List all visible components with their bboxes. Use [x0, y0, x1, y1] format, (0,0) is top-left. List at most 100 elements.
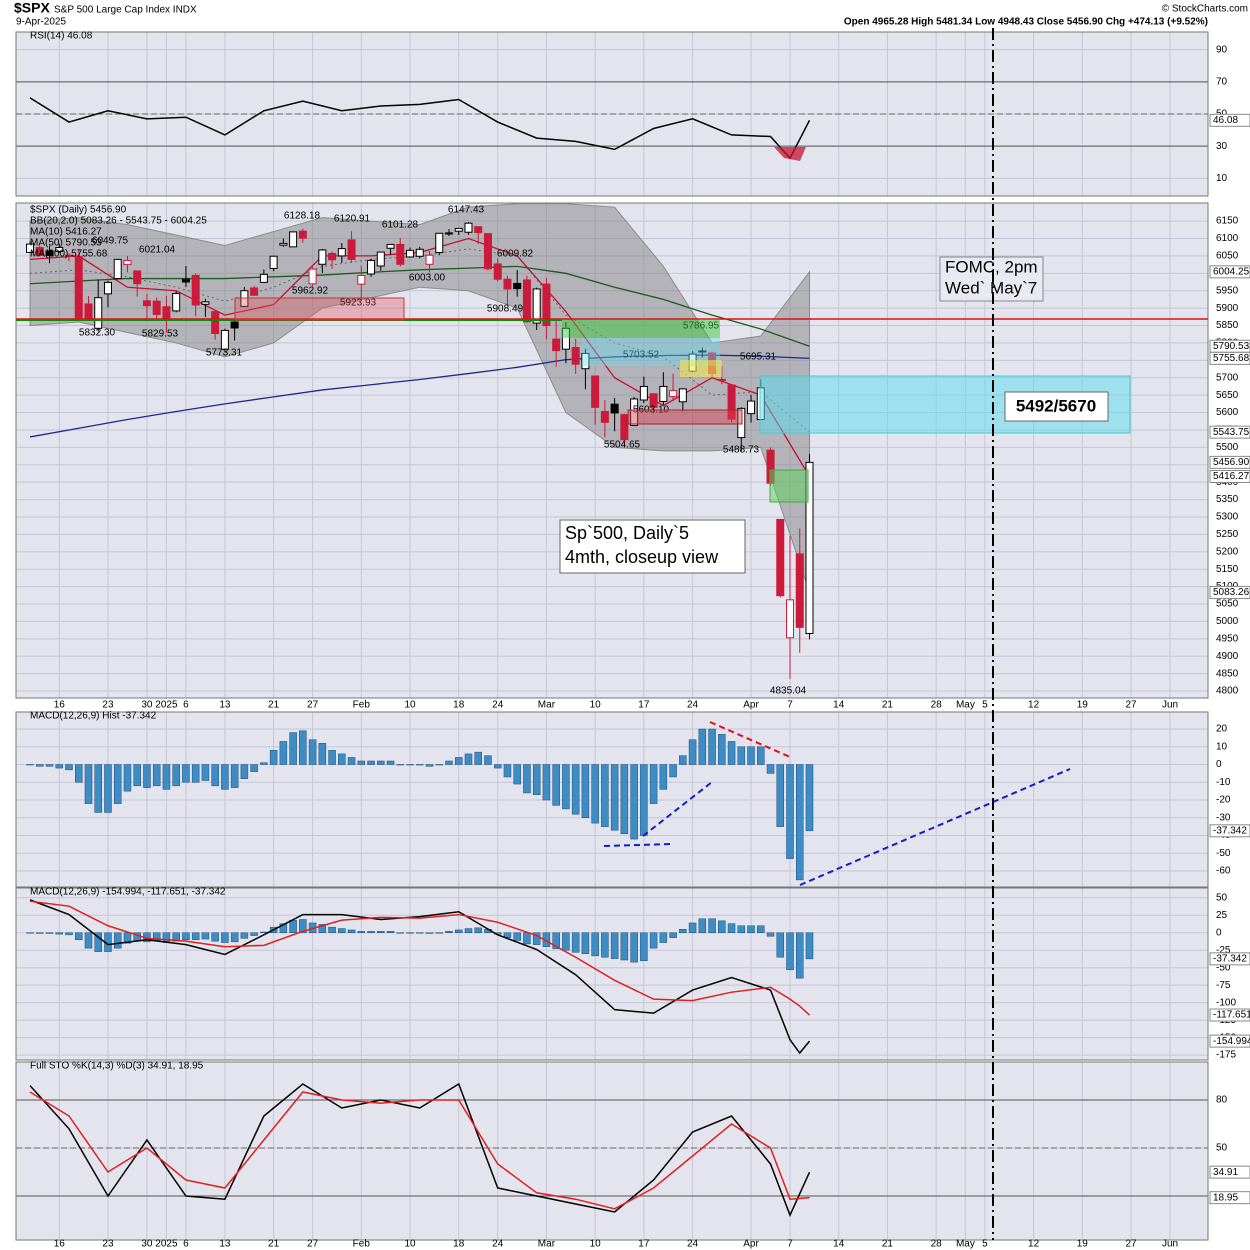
x-tick-label: 2025	[155, 700, 178, 711]
candle-body	[396, 243, 405, 265]
histogram-bar	[688, 922, 697, 933]
trend-line	[642, 781, 713, 837]
histogram-bar	[688, 739, 697, 765]
histogram-bar	[786, 764, 794, 859]
x-tick-label: 6	[183, 1239, 189, 1250]
histogram-bar	[191, 932, 200, 940]
histogram-bar	[55, 764, 64, 769]
histogram-bar	[503, 764, 512, 778]
value-tag	[1209, 952, 1250, 966]
histogram-bar	[230, 932, 239, 943]
x-tick-label: Jun	[1162, 700, 1178, 711]
fomc-note: Wed` May`7	[945, 278, 1037, 297]
plot-background	[16, 1062, 1208, 1240]
candle-body	[581, 352, 590, 370]
histogram-bar	[581, 932, 590, 954]
candle-body	[795, 553, 804, 628]
y-tick-label: 4800	[1216, 686, 1239, 697]
y-tick-label: 25	[1216, 910, 1228, 921]
histogram-bar	[240, 764, 249, 779]
x-tick-label: 19	[1077, 1239, 1089, 1250]
indicator-line	[29, 900, 811, 1016]
point-label: 6021.04	[139, 245, 176, 256]
histogram-bar	[620, 932, 629, 961]
histogram-bar	[737, 925, 746, 933]
histogram-bar	[601, 932, 609, 958]
candle-body	[493, 263, 502, 280]
candle-body	[415, 248, 424, 257]
histogram-bar	[698, 728, 707, 765]
point-label: 5488.73	[723, 445, 760, 456]
y-tick-label: 50	[1216, 892, 1228, 903]
y-tick-label: -50	[1216, 962, 1231, 973]
histogram-bar	[776, 764, 785, 827]
histogram-bar	[523, 932, 531, 945]
panel-title: Full STO %K(14,3) %D(3) 34.91, 18.95	[30, 1061, 204, 1072]
histogram-bar	[416, 932, 424, 934]
histogram-bar	[640, 932, 648, 961]
x-tick-label: 14	[833, 1239, 845, 1250]
histogram-bar	[727, 741, 736, 765]
histogram-bar	[143, 764, 151, 788]
candle-body	[123, 259, 132, 266]
value-tag	[1209, 425, 1250, 439]
point-label: 6009.82	[497, 249, 534, 260]
y-tick-label: 5600	[1216, 407, 1239, 418]
x-tick-label: Mar	[538, 700, 556, 711]
histogram-bar	[425, 764, 434, 767]
panel-title: MACD(12,26,9) Hist -37.342	[30, 711, 157, 722]
y-tick-label: 5000	[1216, 616, 1239, 627]
x-tick-label: 10	[404, 1239, 416, 1250]
histogram-bar	[669, 764, 677, 778]
candle-body	[474, 226, 483, 234]
panel-title: MACD(12,26,9) -154.994, -117.651, -37.34…	[30, 887, 226, 898]
candle-body	[600, 411, 609, 423]
y-tick-label: 70	[1216, 76, 1228, 87]
histogram-bar	[201, 764, 210, 781]
value-tag	[1209, 1191, 1250, 1205]
x-tick-label: 10	[590, 1239, 602, 1250]
indicator-line	[29, 1091, 810, 1210]
candle-body	[152, 300, 161, 315]
value-tag-label: 46.08	[1213, 115, 1238, 126]
candle-body	[483, 233, 492, 270]
candle-body	[630, 398, 639, 426]
histogram-bar	[328, 750, 336, 765]
histogram-bar	[45, 764, 54, 767]
candle-body	[142, 300, 151, 307]
point-label: 6120.91	[334, 214, 371, 225]
histogram-bar	[679, 755, 687, 765]
y-tick-label: 5850	[1216, 320, 1239, 331]
x-tick-label: 10	[590, 700, 602, 711]
plot-background	[16, 888, 1208, 1060]
y-tick-label: -100	[1216, 997, 1236, 1008]
candle-body	[571, 346, 580, 365]
plot-layer: 1030507090RSI(14) 46.0846.08480048504900…	[15, 31, 1250, 1250]
histogram-bar	[454, 929, 463, 933]
histogram-bar	[718, 920, 726, 933]
plot-border	[15, 1061, 1209, 1241]
histogram-bar	[796, 932, 804, 979]
candle-body	[113, 258, 122, 280]
credit: © StockCharts.com	[1162, 4, 1248, 15]
value-tag-label: 5790.53	[1213, 341, 1250, 352]
histogram-bar	[630, 932, 638, 963]
histogram-bar	[620, 764, 629, 835]
candle-body	[435, 232, 444, 253]
title-note: Sp`500, Daily`5	[565, 523, 689, 543]
histogram-bar	[552, 764, 560, 806]
histogram-bar	[532, 932, 541, 945]
value-tag-label: 5755.68	[1213, 353, 1250, 364]
candle-body	[425, 254, 434, 265]
value-tag-label: -37.342	[1213, 953, 1247, 964]
x-tick-label: 13	[219, 1239, 231, 1250]
point-label: 6049.75	[92, 236, 129, 247]
histogram-bar	[26, 932, 34, 934]
point-label: 5923.93	[340, 298, 377, 309]
histogram-bar	[454, 757, 463, 765]
candle-body	[776, 518, 785, 597]
candle-body	[464, 222, 473, 233]
histogram-bar	[279, 923, 288, 933]
candle-body	[357, 274, 366, 285]
